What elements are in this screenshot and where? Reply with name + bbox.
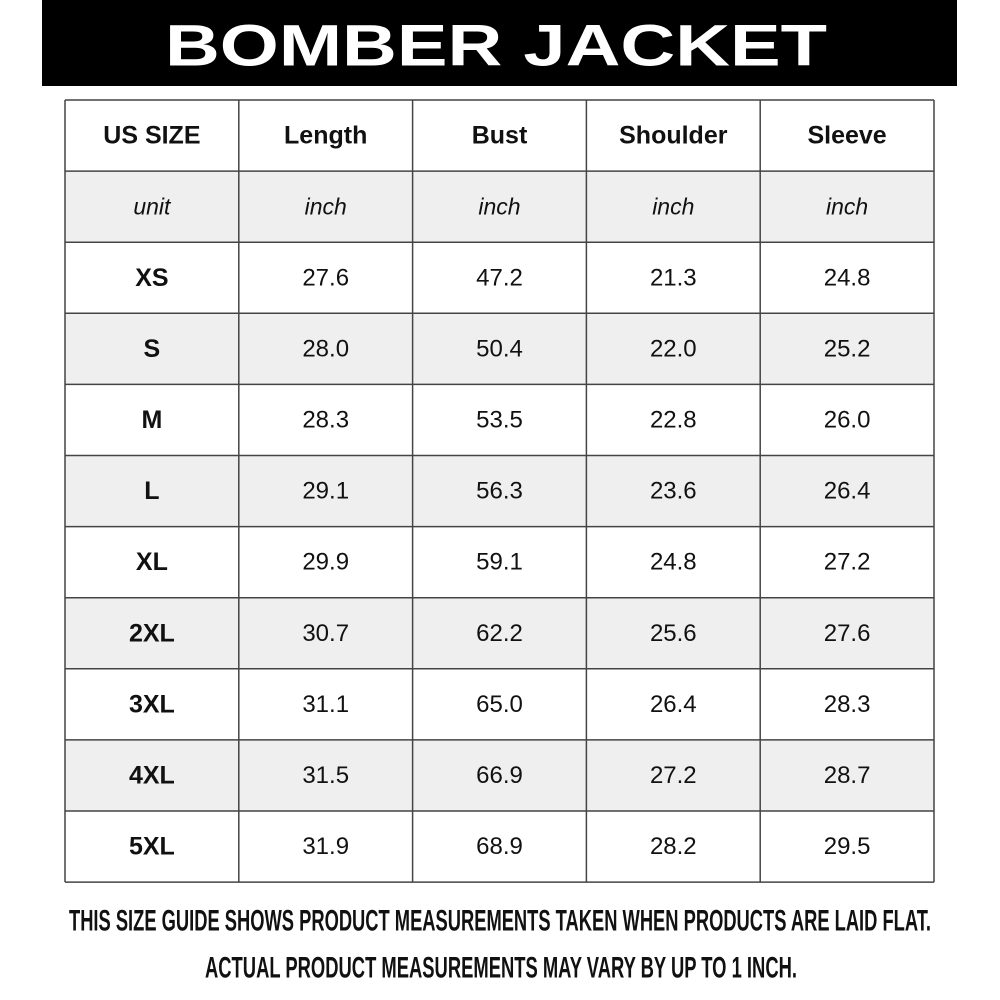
- row-bg: [65, 242, 934, 314]
- size-label: XS: [135, 264, 168, 292]
- row-bg-shaded: [65, 597, 934, 669]
- measurement: 65.0: [476, 691, 523, 718]
- unit-cell: inch: [826, 194, 868, 220]
- measurement: 31.9: [302, 833, 349, 860]
- measurement: 29.9: [302, 549, 349, 576]
- measurement: 30.7: [302, 620, 349, 647]
- measurement: 68.9: [476, 833, 523, 860]
- footer-note: ACTUAL PRODUCT MEASUREMENTS MAY VARY BY …: [205, 952, 797, 985]
- measurement: 29.5: [824, 833, 871, 860]
- measurement: 25.6: [650, 620, 697, 647]
- measurement: 22.0: [650, 335, 697, 362]
- row-bg-shaded: [65, 171, 934, 243]
- measurement: 27.6: [302, 264, 349, 291]
- measurement: 24.8: [650, 549, 697, 576]
- measurement: 27.2: [650, 762, 697, 789]
- unit-cell: inch: [478, 194, 520, 220]
- size-label: 4XL: [129, 761, 175, 789]
- size-label: M: [141, 406, 162, 434]
- column-header: US SIZE: [103, 122, 200, 150]
- row-bg-shaded: [65, 455, 934, 527]
- measurement: 28.3: [824, 691, 871, 718]
- unit-cell: inch: [305, 194, 347, 220]
- measurement: 28.3: [302, 406, 349, 433]
- row-bg: [65, 668, 934, 740]
- column-header: Length: [284, 122, 367, 150]
- row-bg-shaded: [65, 313, 934, 385]
- measurement: 28.2: [650, 833, 697, 860]
- measurement: 31.1: [302, 691, 349, 718]
- title: BOMBER JACKET: [165, 14, 827, 79]
- measurement: 26.4: [650, 691, 697, 718]
- size-label: 3XL: [129, 690, 175, 718]
- title-banner: [42, 0, 957, 86]
- measurement: 25.2: [824, 335, 871, 362]
- row-bg: [65, 100, 934, 172]
- measurement: 26.4: [824, 478, 871, 505]
- measurement: 27.2: [824, 549, 871, 576]
- measurement: 28.0: [302, 335, 349, 362]
- measurement: 56.3: [476, 478, 523, 505]
- column-header: Sleeve: [807, 122, 886, 150]
- measurement: 47.2: [476, 264, 523, 291]
- size-label: L: [144, 477, 159, 505]
- size-table: US SIZE Length Bust Shoulder Sleeve unit inch i…: [64, 99, 935, 883]
- measurement: 27.6: [824, 620, 871, 647]
- row-bg-shaded: [65, 739, 934, 811]
- size-label: 2XL: [129, 619, 175, 647]
- measurement: 29.1: [302, 478, 349, 505]
- unit-cell: inch: [652, 194, 694, 220]
- row-bg: [65, 526, 934, 598]
- measurement: 62.2: [476, 620, 523, 647]
- row-bg: [65, 384, 934, 456]
- measurement: 24.8: [824, 264, 871, 291]
- measurement: 59.1: [476, 549, 523, 576]
- column-header: Bust: [472, 122, 528, 150]
- size-label: XL: [136, 548, 168, 576]
- measurement: 53.5: [476, 406, 523, 433]
- measurement: 23.6: [650, 478, 697, 505]
- measurement: 22.8: [650, 406, 697, 433]
- row-bg: [65, 811, 934, 883]
- measurement: 28.7: [824, 762, 871, 789]
- measurement: 50.4: [476, 335, 523, 362]
- size-label: S: [144, 335, 161, 363]
- footer-note: THIS SIZE GUIDE SHOWS PRODUCT MEASUREMEN…: [69, 905, 931, 938]
- size-label: 5XL: [129, 833, 175, 861]
- measurement: 26.0: [824, 406, 871, 433]
- measurement: 31.5: [302, 762, 349, 789]
- column-header: Shoulder: [619, 122, 728, 150]
- measurement: 21.3: [650, 264, 697, 291]
- unit-cell: unit: [133, 194, 172, 220]
- measurement: 66.9: [476, 762, 523, 789]
